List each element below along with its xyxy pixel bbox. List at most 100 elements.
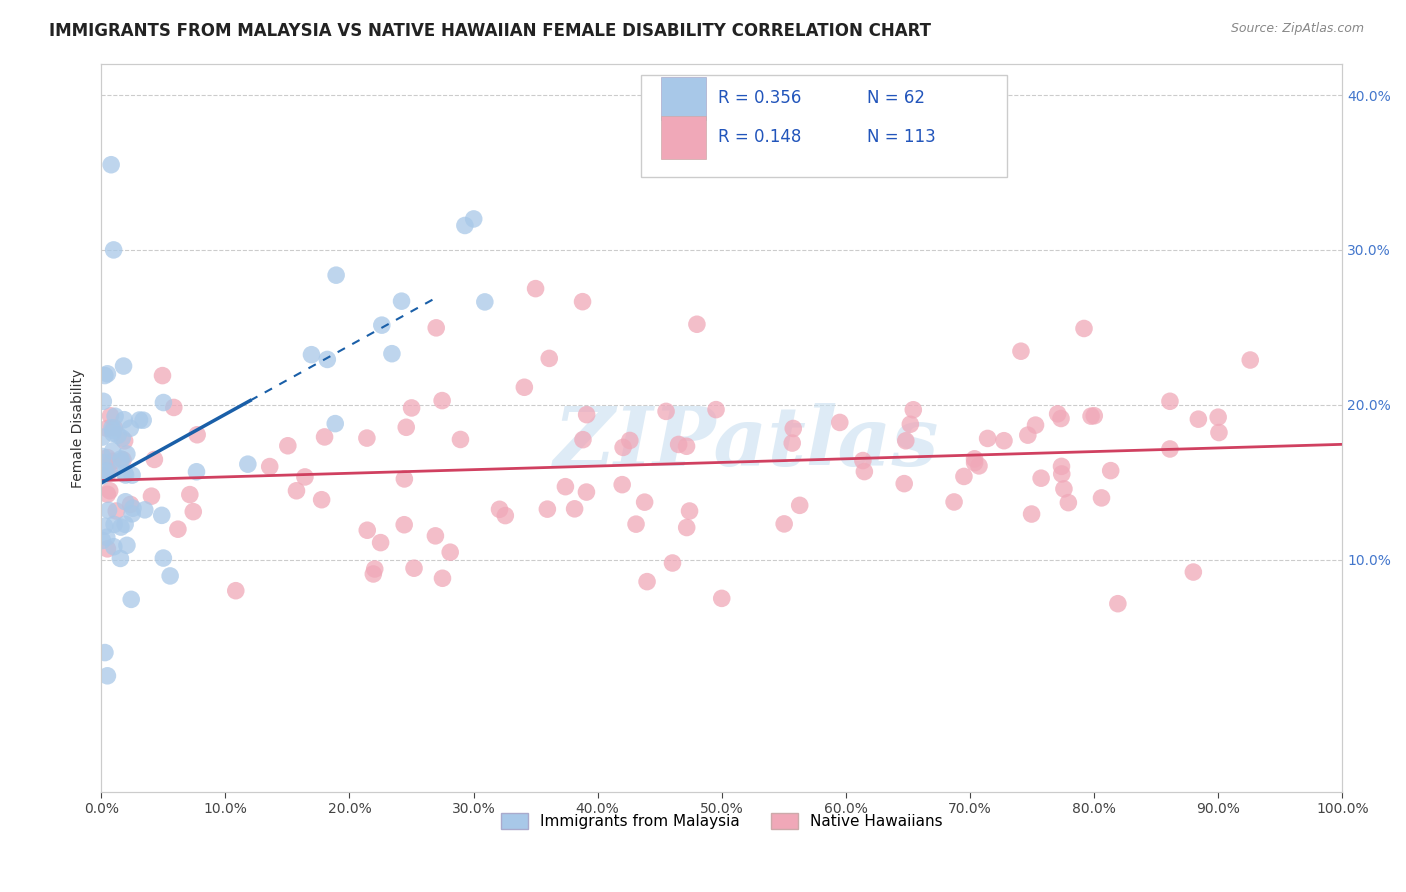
Point (143, 452, 166, 467)
Point (395, 420, 418, 434)
Point (101, 426, 124, 441)
Point (392, 517, 415, 532)
Point (655, 404, 678, 418)
Point (963, 456, 986, 470)
Point (1053, 482, 1076, 496)
Point (323, 417, 346, 431)
Point (425, 529, 447, 543)
Point (100, 409, 122, 423)
Point (668, 437, 690, 451)
Point (159, 569, 181, 583)
Point (893, 476, 915, 491)
Point (1046, 407, 1069, 421)
Point (976, 432, 998, 446)
Point (120, 592, 142, 607)
Point (316, 352, 339, 367)
Point (633, 495, 655, 509)
Point (122, 501, 145, 516)
Point (105, 504, 128, 518)
Point (1025, 418, 1047, 433)
Point (96, 669, 118, 683)
Point (94, 465, 117, 479)
Point (675, 520, 697, 534)
Point (134, 503, 156, 517)
Point (571, 294, 593, 309)
Point (236, 457, 259, 471)
Point (101, 421, 124, 435)
Point (152, 368, 174, 383)
Point (114, 468, 136, 483)
Point (678, 504, 700, 518)
Point (513, 380, 536, 394)
Point (101, 423, 124, 437)
Point (120, 497, 142, 511)
Point (430, 393, 453, 408)
Point (782, 421, 804, 435)
Point (394, 472, 416, 486)
Point (391, 294, 413, 309)
Point (1021, 507, 1043, 521)
Point (1090, 491, 1112, 505)
Point (96, 421, 118, 435)
Point (1107, 597, 1129, 611)
Point (1083, 409, 1105, 423)
Point (294, 470, 316, 484)
Point (612, 441, 634, 455)
Point (101, 444, 124, 458)
Point (402, 561, 425, 575)
Point (132, 413, 155, 427)
Text: ZIPatlas: ZIPatlas (554, 402, 939, 483)
Point (828, 416, 851, 430)
Point (225, 583, 247, 598)
Point (111, 431, 134, 445)
Point (1029, 471, 1052, 485)
Point (704, 402, 727, 417)
Point (524, 282, 547, 296)
Point (773, 516, 796, 531)
Point (363, 566, 385, 581)
Point (101, 454, 124, 468)
Point (780, 436, 803, 450)
Point (564, 501, 586, 516)
Point (128, 413, 150, 427)
Point (1050, 459, 1073, 474)
Point (114, 494, 136, 508)
Point (449, 433, 471, 447)
Point (1187, 412, 1209, 426)
Point (1206, 410, 1229, 425)
Point (661, 556, 683, 570)
Point (967, 458, 990, 473)
Point (624, 517, 647, 532)
Point (112, 452, 135, 467)
Point (612, 477, 634, 491)
Point (963, 451, 986, 466)
Point (103, 517, 125, 532)
Point (96, 530, 118, 544)
Point (494, 508, 516, 523)
Point (114, 467, 136, 481)
Point (1080, 409, 1102, 424)
Point (97, 464, 120, 478)
Point (91, 468, 114, 483)
Point (536, 502, 558, 516)
Point (710, 591, 733, 606)
Text: N = 113: N = 113 (868, 128, 935, 146)
Point (107, 428, 129, 442)
Point (103, 540, 125, 554)
Point (1057, 495, 1080, 509)
Text: Source: ZipAtlas.com: Source: ZipAtlas.com (1230, 22, 1364, 36)
Point (94, 646, 117, 660)
Text: IMMIGRANTS FROM MALAYSIA VS NATIVE HAWAIIAN FEMALE DISABILITY CORRELATION CHART: IMMIGRANTS FROM MALAYSIA VS NATIVE HAWAI… (49, 22, 931, 40)
Point (114, 517, 136, 532)
Point (356, 431, 378, 445)
Point (121, 468, 143, 483)
Point (1182, 565, 1205, 579)
Point (953, 469, 976, 483)
Point (186, 427, 208, 442)
Point (1159, 394, 1181, 409)
Point (96, 367, 118, 381)
Point (98, 465, 121, 479)
FancyBboxPatch shape (661, 117, 706, 160)
Point (96, 487, 118, 501)
Point (853, 465, 876, 479)
